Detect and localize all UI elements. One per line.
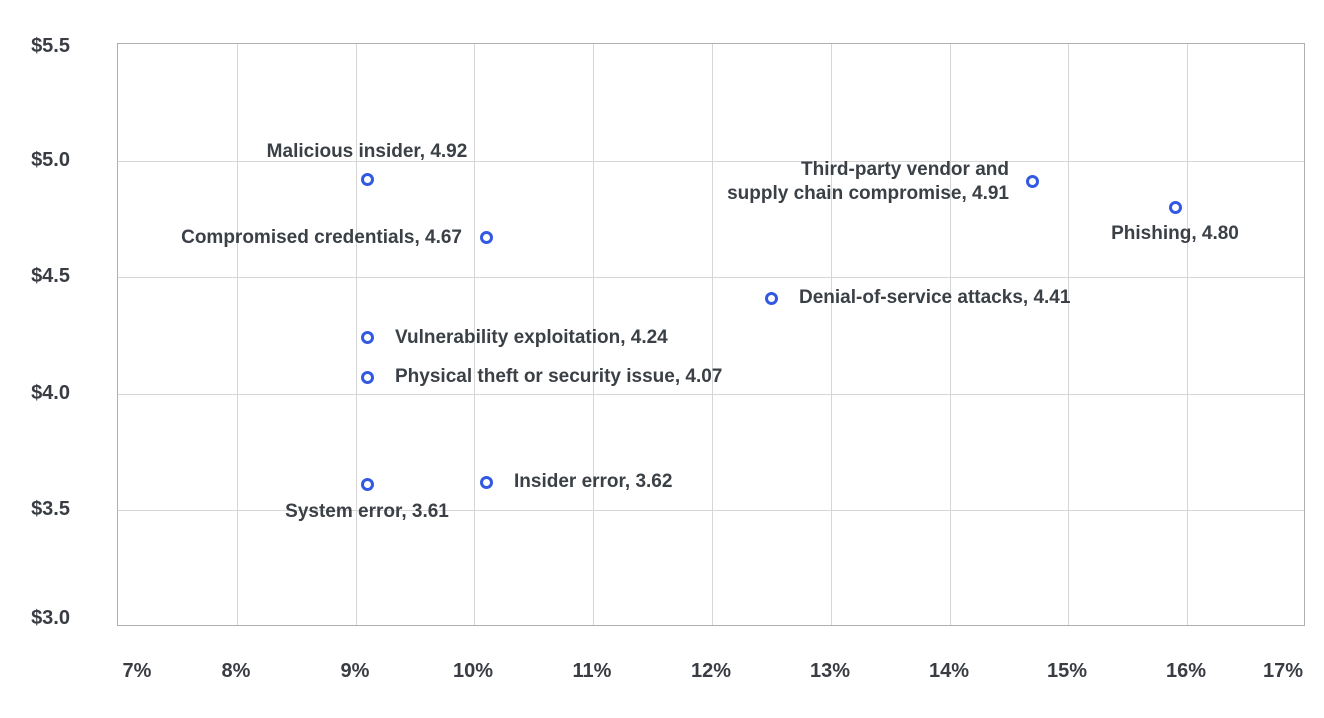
y-tick-label: $5.5 [31, 35, 70, 57]
y-gridline-$3.5 [118, 510, 1304, 511]
x-tick-label: 8% [221, 660, 251, 682]
x-tick-label: 10% [452, 660, 494, 682]
data-point-marker-phishing [1169, 201, 1182, 214]
data-point-label-vulnerability-exploitation: Vulnerability exploitation, 4.24 [395, 327, 668, 348]
data-point-marker-third-party-vendor [1026, 175, 1039, 188]
data-point-label-phishing: Phishing, 4.80 [1111, 223, 1239, 244]
x-gridline-9% [356, 44, 357, 625]
x-gridline-10% [474, 44, 475, 625]
x-tick-label: 14% [928, 660, 970, 682]
x-gridline-11% [593, 44, 594, 625]
data-point-marker-physical-theft [361, 371, 374, 384]
x-gridline-8% [237, 44, 238, 625]
x-tick-label: 11% [572, 660, 612, 682]
data-point-label-system-error: System error, 3.61 [285, 501, 449, 522]
x-tick-label: 16% [1165, 660, 1207, 682]
plot-area: Malicious insider, 4.92 Third-party vendo… [117, 43, 1305, 626]
y-gridline-$4.0 [118, 394, 1304, 395]
data-point-label-insider-error: Insider error, 3.62 [514, 471, 673, 492]
x-gridline-16% [1187, 44, 1188, 625]
data-point-marker-compromised-credentials [480, 231, 493, 244]
y-tick-label: $5.0 [31, 149, 70, 171]
y-tick-label: $3.5 [31, 498, 70, 520]
data-point-marker-denial-of-service-attacks [765, 292, 778, 305]
data-point-marker-vulnerability-exploitation [361, 331, 374, 344]
data-point-label-malicious-insider: Malicious insider, 4.92 [266, 141, 468, 162]
x-gridline-12% [712, 44, 713, 625]
x-tick-label: 9% [340, 660, 370, 682]
data-point-label-physical-theft: Physical theft or security issue, 4.07 [395, 366, 723, 387]
x-tick-label: 7% [122, 660, 152, 682]
y-tick-label: $4.5 [31, 265, 70, 287]
data-point-label-denial-of-service-attacks: Denial-of-service attacks, 4.41 [799, 287, 1071, 308]
y-gridline-$5.0 [118, 161, 1304, 162]
x-tick-label: 17% [1262, 660, 1304, 682]
data-point-label-third-party-vendor: Third-party vendor and supply chain comp… [727, 159, 1009, 204]
data-point-marker-insider-error [480, 476, 493, 489]
data-point-label-compromised-credentials: Compromised credentials, 4.67 [181, 227, 462, 248]
x-gridline-14% [950, 44, 951, 625]
x-gridline-13% [831, 44, 832, 625]
x-tick-label: 15% [1046, 660, 1088, 682]
data-point-marker-malicious-insider [361, 173, 374, 186]
x-gridline-15% [1068, 44, 1069, 625]
y-tick-label: $3.0 [31, 607, 70, 629]
x-tick-label: 13% [809, 660, 851, 682]
y-tick-label: $4.0 [31, 382, 70, 404]
x-tick-label: 12% [690, 660, 732, 682]
y-gridline-$4.5 [118, 277, 1304, 278]
data-point-marker-system-error [361, 478, 374, 491]
